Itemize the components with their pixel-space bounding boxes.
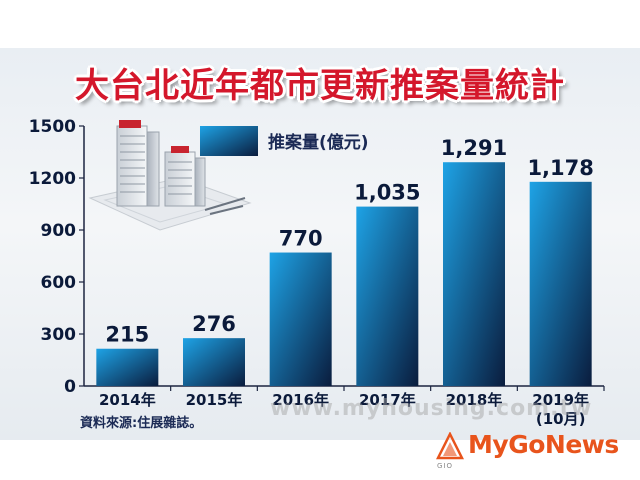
watermark: www.myhousing.com.tw xyxy=(270,396,593,421)
y-tick-label: 300 xyxy=(41,325,77,345)
brand-logo-icon xyxy=(436,432,464,460)
x-tick-sublabel: (10月) xyxy=(536,410,586,428)
legend-label: 推案量(億元) xyxy=(268,132,369,153)
brand-part-my: My xyxy=(468,430,509,459)
bar xyxy=(443,162,505,386)
x-tick-label: 2015年 xyxy=(186,391,243,409)
bar-value-label: 1,035 xyxy=(354,181,420,205)
x-tick-label: 2018年 xyxy=(446,391,503,409)
bar xyxy=(96,348,159,386)
bar-value-label: 770 xyxy=(279,227,323,251)
y-tick-label: 1500 xyxy=(29,117,76,137)
brand-logo-subtext: GIO xyxy=(437,462,453,470)
chart-title: 大台北近年都市更新推案量統計 xyxy=(75,66,565,106)
bar-value-label: 215 xyxy=(105,323,149,347)
bar xyxy=(183,338,245,386)
brand-part-go: Go xyxy=(508,430,545,459)
bar-value-label: 1,178 xyxy=(527,156,593,180)
building-illustration xyxy=(88,120,252,231)
bar-value-label: 1,291 xyxy=(441,136,507,160)
bar xyxy=(356,206,419,386)
source-note: 資料來源:住展雜誌。 xyxy=(80,416,203,431)
bar-value-label: 276 xyxy=(192,312,236,336)
x-tick-label: 2014年 xyxy=(99,391,156,409)
y-tick-label: 0 xyxy=(64,377,76,397)
y-tick-label: 900 xyxy=(41,221,77,241)
bar xyxy=(269,252,332,386)
legend-swatch xyxy=(200,126,258,156)
brand-part-news: News xyxy=(544,430,619,459)
y-tick-label: 600 xyxy=(41,273,77,293)
y-tick-label: 1200 xyxy=(29,169,76,189)
bar xyxy=(529,181,592,386)
brand-wordmark: MyGoNews xyxy=(468,430,619,459)
x-tick-label: 2017年 xyxy=(359,391,416,409)
x-tick-label: 2016年 xyxy=(272,391,329,409)
x-tick-label: 2019年 xyxy=(532,391,589,409)
